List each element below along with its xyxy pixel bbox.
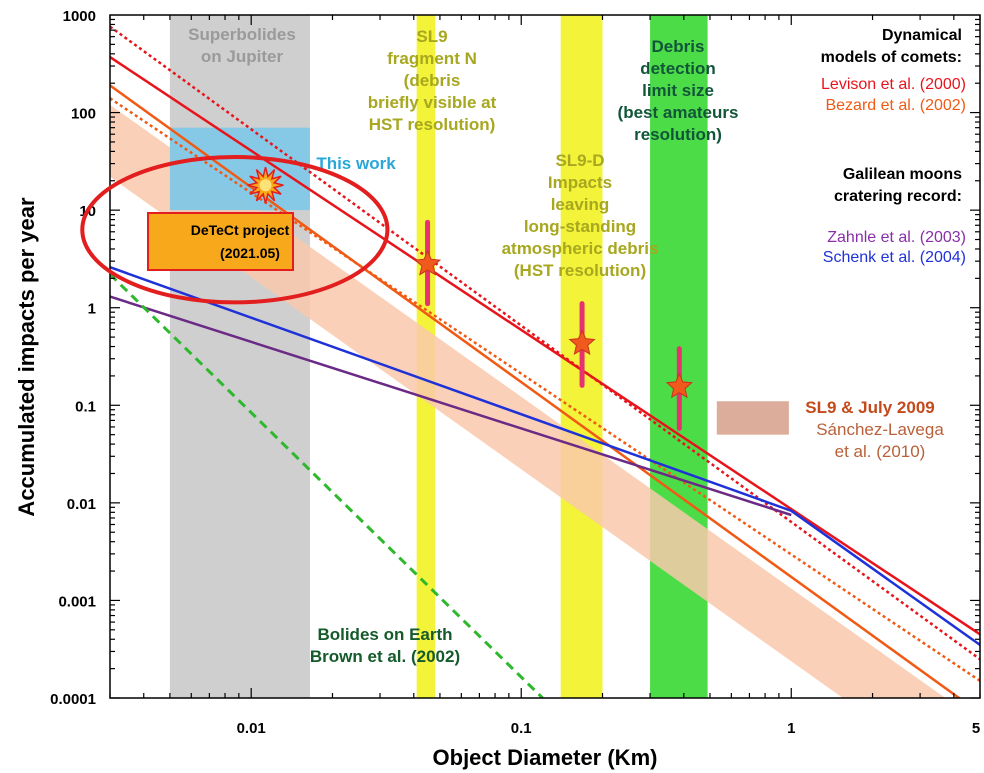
detect-project-title: DeTeCt project (191, 222, 290, 238)
annotations-layer: Superbolides on Jupiter This work SL9 fragme… (80, 25, 966, 666)
series-lines-layer (110, 25, 980, 698)
axes-layer: 0.01 0.1 1 510001001010.10.010.0010.0001Obj… (14, 8, 981, 770)
y-tick-label-1000: 1000 (63, 8, 96, 25)
annotation-sl9-fragment-n-line-5: HST resolution) (369, 115, 496, 134)
x-tick-label-1: 1 (787, 720, 795, 737)
y-tick-label-1: 1 (88, 301, 96, 318)
series-line-levison-dotted (110, 25, 980, 661)
rect-this-work (169, 127, 310, 211)
series-line-zahnle (110, 295, 792, 517)
x-tick-label-0.01: 0.01 (237, 720, 266, 737)
annotation-sanchez-lavega-line-1: Sánchez-Lavega (816, 420, 944, 439)
y-tick-label-100: 100 (71, 106, 96, 123)
annotation-debris-detection-line-1: Debris (652, 37, 705, 56)
legend-schenk: Schenk et al. (2004) (823, 249, 966, 266)
series-line-levison-solid (110, 56, 980, 636)
annotation-sl9-d-line-1: SL9-D (555, 151, 604, 170)
impact-burst-core (259, 179, 272, 192)
annotation-dynamical-header-line-2: models of comets: (821, 49, 962, 66)
annotation-sl9-fragment-n-line-3: (debris (404, 71, 461, 90)
plot-frame (109, 14, 981, 699)
series-line-brown-bolides (110, 273, 544, 698)
annotation-galilean-header-line-2: cratering record: (834, 188, 962, 205)
data-point-sl9-d-point (568, 329, 596, 356)
data-point-sl9-n-point (413, 249, 442, 276)
series-line-bezard-dotted (110, 97, 980, 682)
data-point-debris-point (665, 372, 693, 399)
annotation-debris-detection-line-3: limit size (642, 81, 714, 100)
annotation-bolides-earth-line-1: Bolides on Earth (317, 625, 452, 644)
annotation-debris-detection-line-4: (best amateurs (618, 103, 739, 122)
annotation-sanchez-lavega-line-2: et al. (2010) (835, 442, 926, 461)
rectangles-layer (169, 127, 789, 435)
y-tick-label-0.0001: 0.0001 (50, 691, 96, 708)
annotation-galilean-header-line-1: Galilean moons (843, 166, 962, 183)
annotation-sl9-fragment-n-line-2: fragment N (387, 49, 477, 68)
annotation-sl9-d-line-3: leaving (551, 195, 610, 214)
annotation-sl9-fragment-n-line-1: SL9 (416, 27, 447, 46)
legend-levison: Levison et al. (2000) (821, 76, 966, 93)
y-tick-label-0.1: 0.1 (75, 398, 96, 415)
legend-zahnle: Zahnle et al. (2003) (827, 229, 966, 246)
annotation-sl9-d-line-5: atmospheric debris (502, 239, 659, 258)
annotation-this-work: This work (316, 154, 396, 173)
detect-project-box (147, 212, 294, 271)
x-tick-label-5: 5 (972, 720, 980, 737)
x-tick-label-0.1: 0.1 (511, 720, 532, 737)
detect-project-date: (2021.05) (220, 245, 280, 261)
shaded-band-layer (110, 104, 946, 698)
annotation-superbolides-line-1: Superbolides (188, 25, 296, 44)
annotation-sl9-d-line-4: long-standing (524, 217, 636, 236)
x-axis-label: Object Diameter (Km) (433, 745, 658, 770)
rect-sl9-july-2009 (716, 401, 789, 435)
annotation-sl9-fragment-n-line-4: briefly visible at (368, 93, 497, 112)
y-tick-label-0.001: 0.001 (58, 593, 96, 610)
annotation-dynamical-header-line-1: Dynamical (882, 27, 962, 44)
annotation-debris-detection-line-5: resolution) (634, 125, 722, 144)
annotation-bolides-earth-line-2: Brown et al. (2002) (310, 647, 460, 666)
legend-bezard: Bezard et al. (2002) (825, 97, 966, 114)
y-axis-label: Accumulated impacts per year (14, 197, 39, 517)
annotation-sl9-d-line-6: (HST resolution) (514, 261, 646, 280)
annotation-sl9-july-2009: SL9 & July 2009 (805, 398, 934, 417)
series-line-schenk (110, 266, 980, 646)
annotation-sl9-d-line-2: Impacts (548, 173, 612, 192)
points-layer (413, 219, 693, 431)
y-tick-label-0.01: 0.01 (67, 496, 96, 513)
annotation-superbolides-line-2: on Jupiter (201, 47, 284, 66)
annotation-debris-detection-line-2: detection (640, 59, 716, 78)
band-shaded-band (110, 104, 946, 698)
highlight-circle (80, 155, 390, 305)
region-superbolides (169, 15, 310, 698)
